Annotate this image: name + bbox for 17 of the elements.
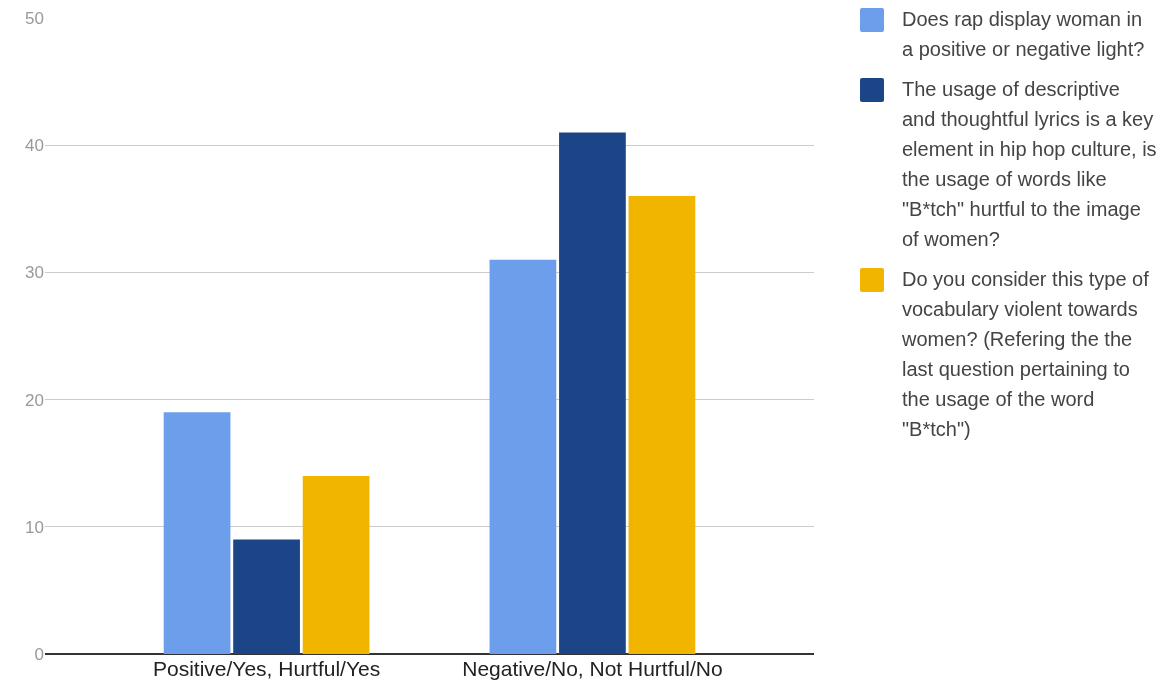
legend-label: Do you consider this type of vocabulary violent towards women? (Refering the the last question pertaining to the usage of the word "B*tch")	[902, 268, 1149, 440]
bar	[559, 132, 626, 654]
bar	[233, 539, 300, 654]
y-tick-label: 30	[25, 263, 44, 283]
y-tick-label: 20	[25, 390, 44, 410]
y-tick-label: 50	[25, 8, 44, 28]
y-tick-label: 10	[25, 517, 44, 537]
legend-label: Does rap display woman in a positive or negative light?	[902, 8, 1145, 60]
x-tick-label: Positive/Yes, Hurtful/Yes	[152, 657, 381, 680]
bar	[489, 259, 557, 654]
legend-label: The usage of descriptive and thoughtful lyrics is a key element in hip hop culture, is the usage of words like "B*tch" hurtful to the image of women?	[902, 78, 1157, 250]
bar	[302, 475, 370, 654]
y-tick-label: 40	[25, 136, 44, 156]
bar	[163, 412, 231, 654]
x-tick-label: Negative/No, Not Hurtful/No	[462, 657, 723, 680]
y-tick-label: 0	[34, 644, 44, 664]
bar	[628, 196, 696, 654]
